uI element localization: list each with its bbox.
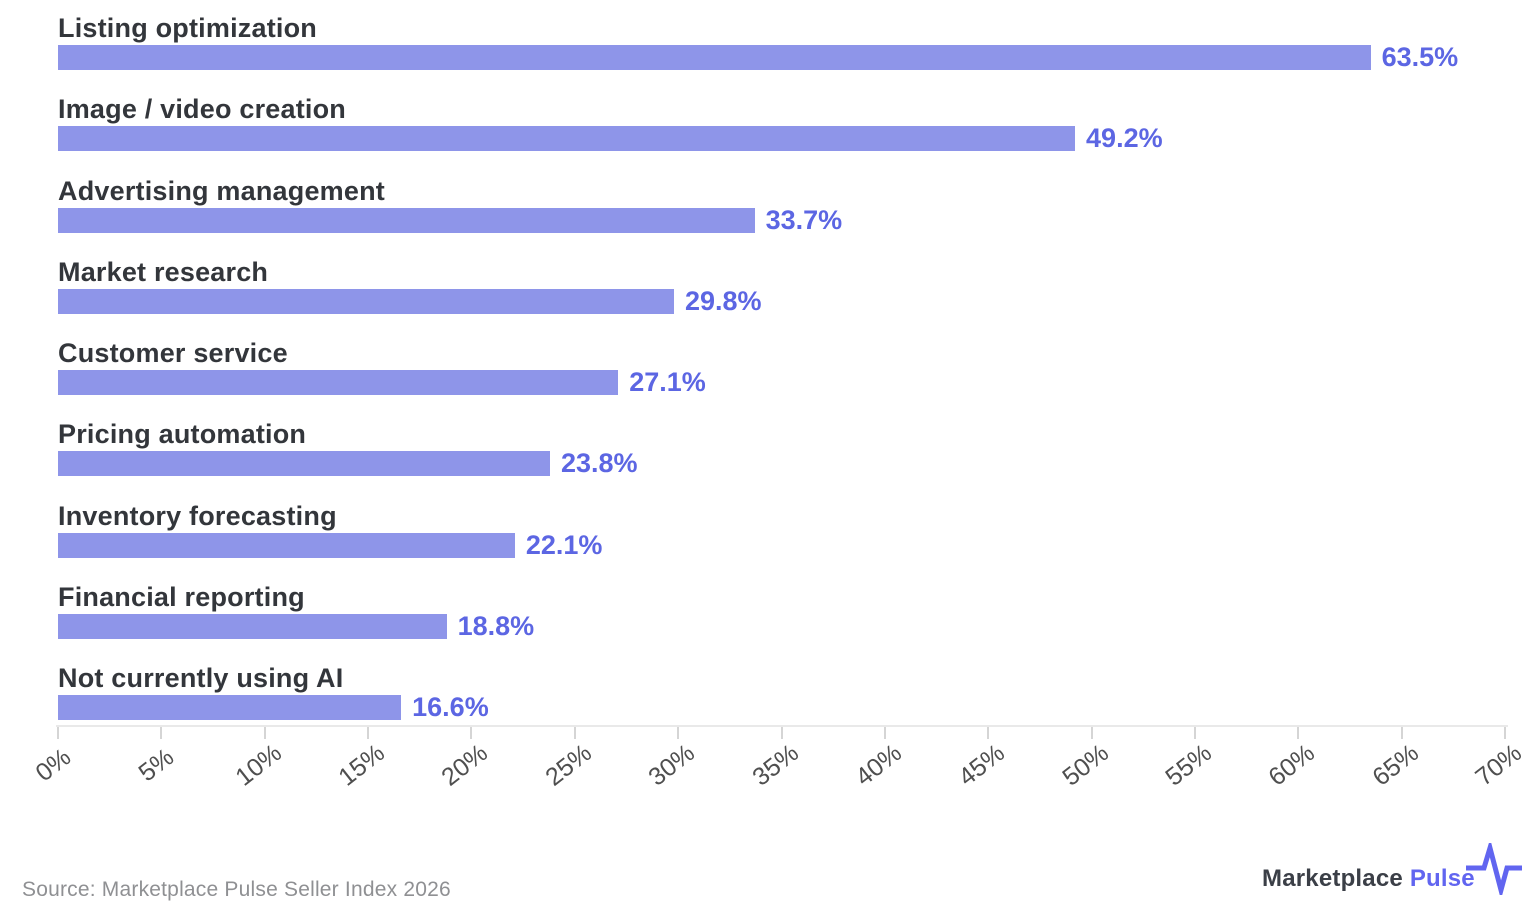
x-axis-tick (573, 727, 576, 739)
bar-value-label: 33.7% (765, 204, 843, 235)
x-axis-tick-label: 15% (333, 738, 391, 792)
bar (58, 532, 515, 558)
x-axis-tick-label: 70% (1470, 738, 1528, 792)
bar-row: Market research 29.8% (58, 256, 1505, 337)
x-axis-tick-label: 65% (1366, 738, 1424, 792)
bar-category-label: Image / video creation (58, 94, 346, 125)
x-axis-tick (263, 727, 266, 739)
bar-value-label: 18.8% (457, 611, 535, 642)
x-axis-tick (987, 727, 990, 739)
bar-value-label: 23.8% (560, 448, 638, 479)
bar-category-label: Listing optimization (58, 13, 317, 43)
bar-row: Image / video creation 49.2% (58, 93, 1505, 174)
bar-category-label: Inventory forecasting (58, 500, 337, 531)
logo-text-accent: Pulse (1409, 865, 1475, 892)
x-axis-tick (470, 727, 473, 739)
x-axis-tick (780, 727, 783, 739)
x-axis-tick (677, 727, 680, 739)
bar-value-label: 29.8% (685, 285, 762, 316)
bar-category-label: Advertising management (58, 175, 385, 206)
bar-category-label: Not currently using AI (58, 663, 344, 694)
bar-row: Customer service 27.1% (58, 337, 1505, 418)
bar-value-label: 16.6% (412, 692, 489, 723)
x-axis-tick-label: 45% (953, 738, 1011, 792)
x-axis-tick-label: 50% (1056, 738, 1114, 792)
x-axis-tick-label: 10% (230, 738, 287, 792)
x-axis-tick (1090, 727, 1093, 739)
bar-row: Inventory forecasting 22.1% (58, 500, 1505, 581)
logo-text: Marketplace Pulse (1262, 865, 1475, 893)
x-axis-tick (160, 727, 163, 739)
source-note: Source: Marketplace Pulse Seller Index 2… (22, 878, 451, 901)
bar-row: Not currently using AI 16.6% (58, 662, 1505, 743)
bar-category-label: Pricing automation (58, 419, 307, 450)
bar (58, 126, 1076, 152)
pulse-line-icon (1466, 843, 1522, 895)
x-axis-tick (1400, 727, 1403, 739)
bar-row: Listing optimization 63.5% (58, 12, 1505, 93)
x-axis-tick-label: 55% (1160, 738, 1217, 792)
x-axis-tick-label: 30% (643, 738, 701, 792)
bar (58, 695, 402, 721)
x-axis-tick (1193, 727, 1196, 739)
bar-chart: Listing optimization 63.5% Image / video c… (58, 12, 1505, 744)
bar (58, 451, 550, 477)
x-axis-tick-label: 25% (540, 738, 597, 792)
bar-value-label: 27.1% (629, 367, 706, 398)
bar-category-label: Customer service (58, 338, 288, 369)
bar-value-label: 63.5% (1381, 42, 1459, 72)
bar-row: Pricing automation 23.8% (58, 418, 1505, 499)
bar (58, 207, 755, 233)
bar-category-label: Market research (58, 256, 269, 287)
bar-row: Financial reporting 18.8% (58, 581, 1505, 662)
x-axis-line (56, 725, 1508, 727)
marketplace-pulse-logo: Marketplace Pulse (1262, 843, 1524, 899)
bar (58, 370, 619, 396)
bar (58, 288, 674, 314)
x-axis: 0% 5% 10% 15% 20% 25% 30% 35% 40% 45% 50% 55% 60% 65%… (0, 725, 1538, 835)
bar-category-label: Financial reporting (58, 582, 305, 613)
x-axis-tick-label: 20% (436, 738, 494, 792)
bar-row: Advertising management 33.7% (58, 175, 1505, 256)
logo-text-dark: Marketplace (1262, 865, 1403, 892)
x-axis-tick (1297, 727, 1300, 739)
x-axis-tick (57, 727, 59, 739)
x-axis-tick (1504, 727, 1506, 739)
bar-value-label: 22.1% (525, 529, 603, 560)
x-axis-tick-label: 5% (133, 742, 180, 788)
bar-value-label: 49.2% (1086, 123, 1163, 154)
x-axis-tick (367, 727, 370, 739)
bar (58, 45, 1371, 70)
x-axis-tick-label: 40% (850, 738, 907, 792)
x-axis-tick-label: 60% (1263, 738, 1321, 792)
x-axis-tick-label: 0% (30, 742, 77, 788)
x-axis-tick-label: 35% (746, 738, 804, 792)
x-axis-tick (883, 727, 886, 739)
bar (58, 614, 447, 640)
